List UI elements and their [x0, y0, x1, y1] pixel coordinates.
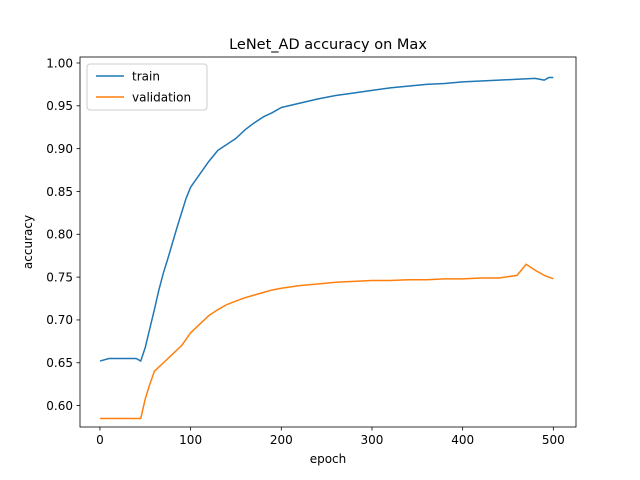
- y-axis: 0.60 0.65 0.70 0.75 0.80 0.85 0.90 0.95 1.00: [46, 56, 80, 413]
- y-tick-label: 0.75: [46, 270, 73, 284]
- series-line-validation: [99, 263, 554, 420]
- y-tick-label: 0.80: [46, 228, 73, 242]
- x-axis: 0 100 200 300 400 500: [96, 427, 565, 447]
- chart-title: LeNet_AD accuracy on Max: [229, 37, 427, 53]
- y-tick-label: 0.95: [46, 99, 73, 113]
- plot-frame: [79, 56, 577, 428]
- y-tick-label: 0.85: [46, 185, 73, 199]
- legend: train validation: [86, 63, 208, 111]
- y-tick-label: 0.60: [46, 399, 73, 413]
- x-tick-label: 500: [542, 433, 565, 447]
- x-tick-label: 400: [451, 433, 474, 447]
- y-tick-label: 0.65: [46, 356, 73, 370]
- x-tick-label: 100: [179, 433, 202, 447]
- legend-label-validation: validation: [132, 91, 191, 105]
- legend-label-train: train: [132, 70, 160, 84]
- series-line-train: [99, 76, 554, 362]
- y-tick-label: 0.90: [46, 142, 73, 156]
- x-tick-label: 0: [96, 433, 104, 447]
- y-tick-label: 0.70: [46, 313, 73, 327]
- x-axis-title: epoch: [310, 452, 347, 466]
- x-tick-label: 200: [270, 433, 293, 447]
- plot-content: [99, 76, 554, 420]
- y-tick-label: 1.00: [46, 56, 73, 70]
- x-tick-label: 300: [361, 433, 384, 447]
- y-axis-title: accuracy: [21, 215, 35, 269]
